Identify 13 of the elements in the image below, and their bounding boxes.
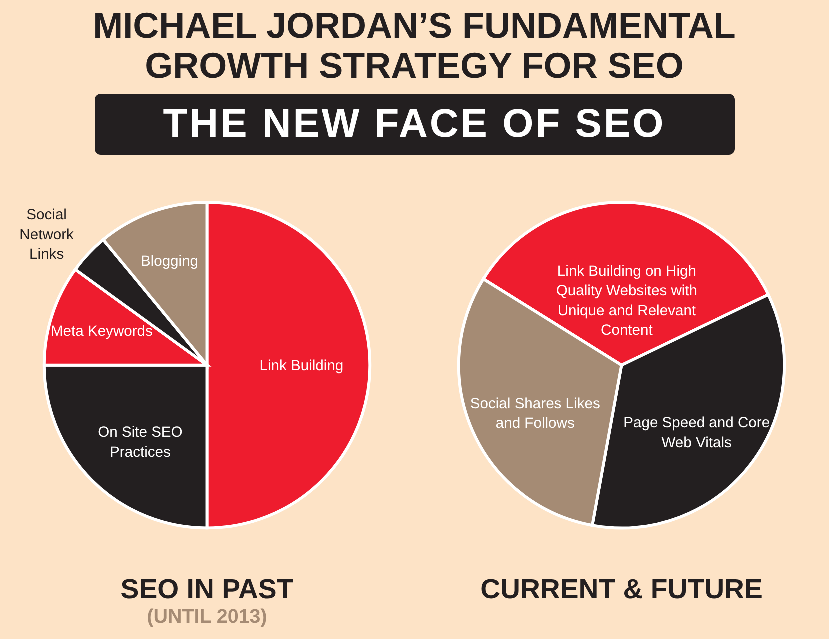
slice-label: Blogging — [140, 254, 199, 270]
text: (UNTIL 2013) — [147, 606, 268, 628]
text: THE NEW FACE OF SEO — [94, 94, 734, 155]
slice-label: Social Shares Likes and Follows — [470, 396, 600, 432]
text: CURRENT & FUTURE — [480, 573, 763, 604]
slice-label: Social Network Links — [20, 208, 75, 264]
text: SEO IN PAST — [120, 573, 294, 604]
text: MICHAEL JORDAN’S FUNDAMENTAL GROWTH STRATEGY FOR SEO — [92, 4, 737, 86]
slice-label: Meta Keywords — [50, 324, 153, 340]
slice-label: On Site SEO Practices — [98, 425, 183, 461]
slice-label: Page Speed and Core Web Vitals — [624, 416, 770, 452]
slice-label: Link Building — [260, 358, 344, 374]
slice-label: Link Building on High Quality Websites with Unique and Relevant Content — [556, 264, 698, 340]
